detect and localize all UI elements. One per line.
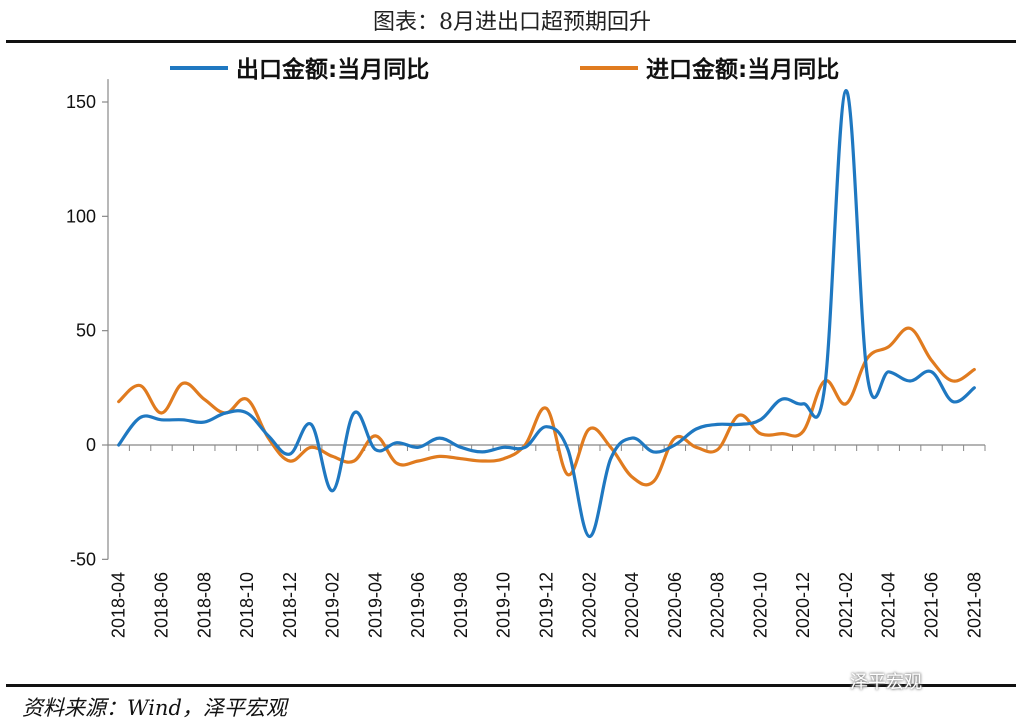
chart-legend: 出口金额:当月同比 进口金额:当月同比 bbox=[170, 56, 839, 83]
x-tick-label: 2021-08 bbox=[964, 572, 984, 638]
y-tick-label: 0 bbox=[86, 435, 96, 455]
x-tick-label: 2019-04 bbox=[365, 572, 385, 638]
y-tick-label: 100 bbox=[66, 206, 96, 226]
series-line-export bbox=[117, 88, 976, 539]
x-tick-label: 2018-12 bbox=[280, 572, 300, 638]
x-tick-label: 2019-08 bbox=[451, 572, 471, 638]
x-tick-label: 2021-04 bbox=[879, 572, 899, 638]
x-tick-label: 2020-06 bbox=[665, 572, 685, 638]
page-title: 图表：8月进出口超预期回升 bbox=[373, 10, 651, 35]
watermark-text: 泽平宏观 bbox=[850, 672, 922, 693]
legend-label: 进口金额:当月同比 bbox=[646, 56, 839, 83]
x-tick-label: 2019-10 bbox=[494, 572, 514, 638]
x-tick-label: 2020-12 bbox=[793, 572, 813, 638]
x-tick-label: 2018-04 bbox=[109, 572, 129, 638]
x-tick-label: 2020-08 bbox=[708, 572, 728, 638]
source-note: 资料来源：Wind，泽平宏观 bbox=[22, 696, 287, 720]
x-tick-label: 2019-06 bbox=[408, 572, 428, 638]
legend-entry-import: 进口金额:当月同比 bbox=[580, 56, 839, 83]
y-tick-label: 50 bbox=[76, 321, 96, 341]
top-rule bbox=[6, 40, 1016, 43]
x-tick-label: 2018-08 bbox=[194, 572, 214, 638]
x-tick-label: 2020-04 bbox=[622, 572, 642, 638]
series-layer bbox=[117, 88, 976, 539]
y-tick-label: -50 bbox=[70, 549, 96, 569]
x-tick-label: 2021-02 bbox=[836, 572, 856, 638]
x-tick-label: 2019-02 bbox=[323, 572, 343, 638]
x-tick-label: 2021-06 bbox=[922, 572, 942, 638]
x-tick-label: 2020-02 bbox=[579, 572, 599, 638]
x-tick-label: 2018-10 bbox=[237, 572, 257, 638]
y-tick-label: 150 bbox=[66, 92, 96, 112]
chart-axes: -50 0 50 100 150 2018-04 2018-06 2018-08 2018-10… bbox=[66, 79, 986, 638]
x-tick-label: 2019-12 bbox=[537, 572, 557, 638]
bottom-rule bbox=[6, 684, 1016, 687]
legend-label: 出口金额:当月同比 bbox=[236, 56, 429, 83]
x-tick-label: 2020-10 bbox=[750, 572, 770, 638]
legend-entry-export: 出口金额:当月同比 bbox=[170, 56, 429, 83]
series-line-import bbox=[117, 326, 976, 487]
x-tick-label: 2018-06 bbox=[151, 572, 171, 638]
